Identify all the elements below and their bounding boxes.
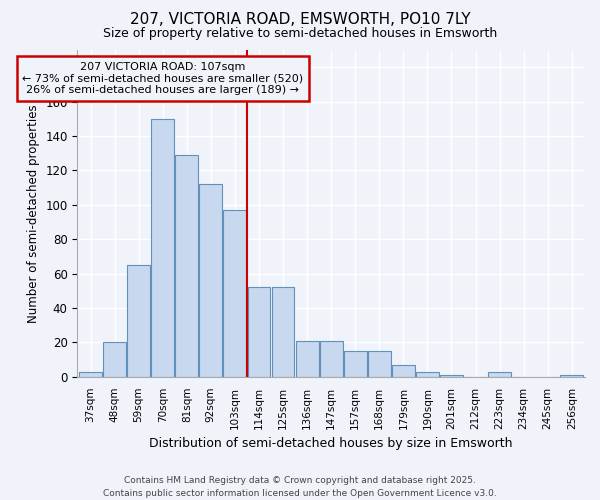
Bar	[151, 119, 174, 377]
Bar	[320, 340, 343, 377]
Bar	[223, 210, 247, 377]
Bar	[392, 365, 415, 377]
Y-axis label: Number of semi-detached properties: Number of semi-detached properties	[26, 104, 40, 322]
Bar	[248, 288, 271, 377]
Bar	[368, 351, 391, 377]
Text: 207, VICTORIA ROAD, EMSWORTH, PO10 7LY: 207, VICTORIA ROAD, EMSWORTH, PO10 7LY	[130, 12, 470, 28]
Bar	[440, 375, 463, 377]
Bar	[344, 351, 367, 377]
Bar	[416, 372, 439, 377]
Bar	[103, 342, 126, 377]
Bar	[296, 340, 319, 377]
Bar	[127, 265, 150, 377]
Text: Contains HM Land Registry data © Crown copyright and database right 2025.
Contai: Contains HM Land Registry data © Crown c…	[103, 476, 497, 498]
Bar	[560, 375, 583, 377]
Bar	[79, 372, 102, 377]
Bar	[272, 288, 295, 377]
Text: Size of property relative to semi-detached houses in Emsworth: Size of property relative to semi-detach…	[103, 28, 497, 40]
X-axis label: Distribution of semi-detached houses by size in Emsworth: Distribution of semi-detached houses by …	[149, 437, 513, 450]
Text: 207 VICTORIA ROAD: 107sqm
← 73% of semi-detached houses are smaller (520)
26% of: 207 VICTORIA ROAD: 107sqm ← 73% of semi-…	[22, 62, 304, 95]
Bar	[199, 184, 222, 377]
Bar	[488, 372, 511, 377]
Bar	[175, 155, 198, 377]
